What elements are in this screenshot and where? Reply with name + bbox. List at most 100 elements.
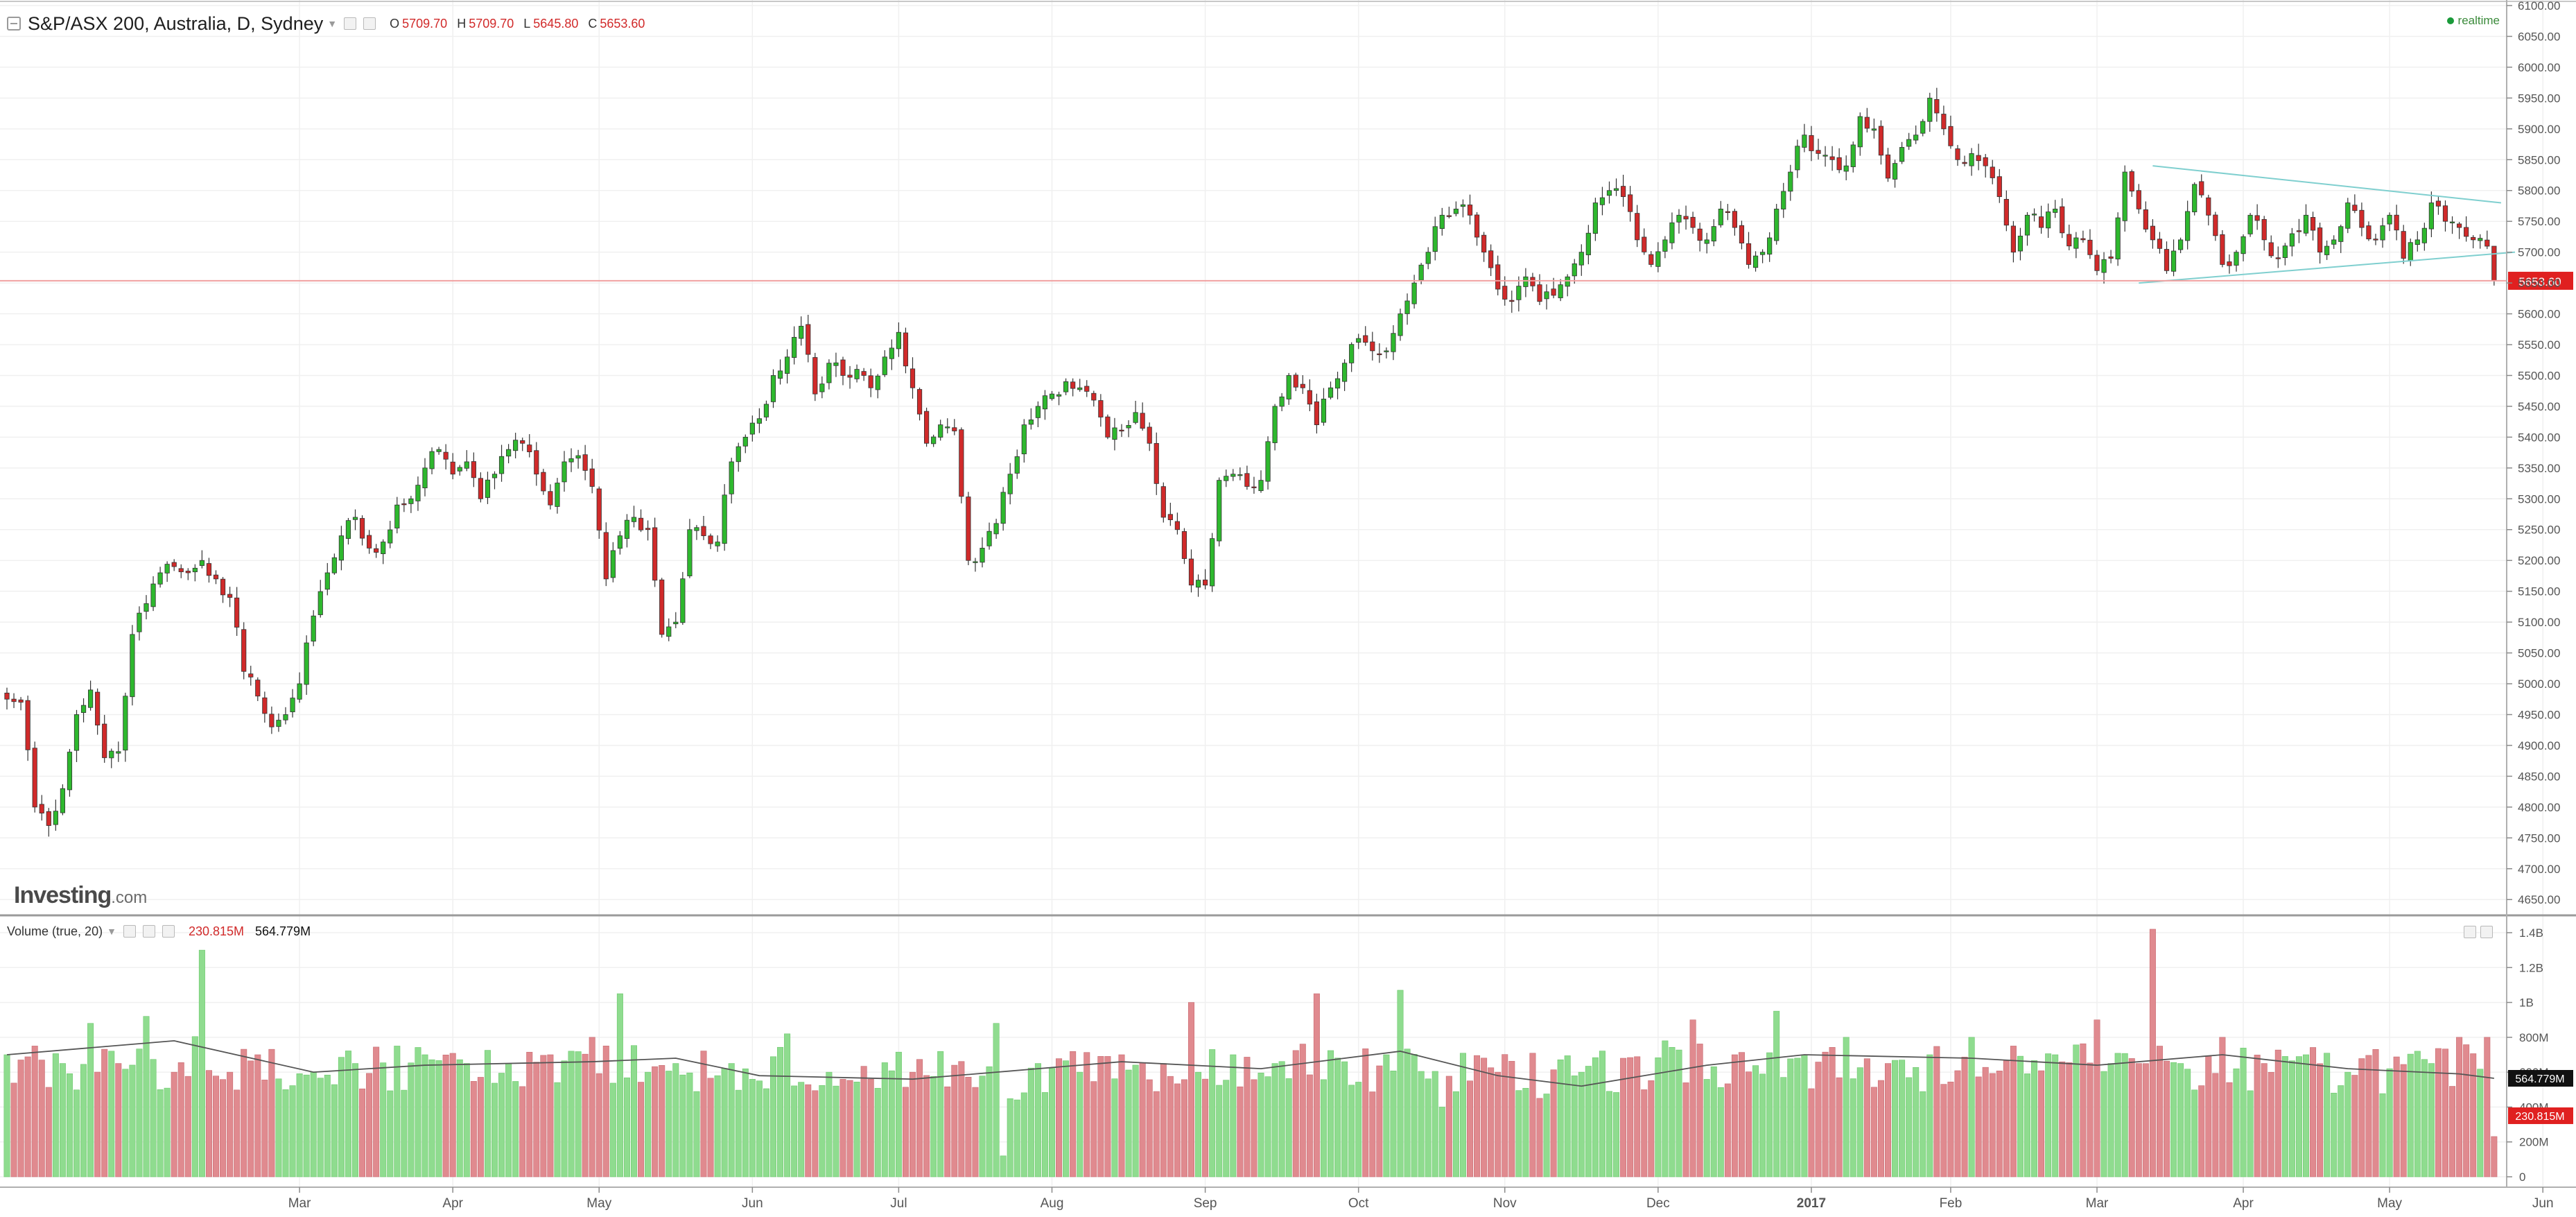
candle-body [18, 699, 24, 703]
volume-bar [2344, 1071, 2351, 1177]
candle-body [2282, 245, 2288, 258]
candle-body [1934, 98, 1940, 114]
candle-body [2073, 237, 2079, 249]
candle-body [2170, 250, 2177, 272]
volume-bar [2059, 1061, 2066, 1177]
candle-body [1809, 135, 1814, 151]
volume-bar [1996, 1071, 2003, 1177]
volume-tick-label: 0 [2519, 1171, 2525, 1184]
volume-bar [700, 1051, 707, 1177]
volume-bar [1829, 1047, 1836, 1177]
hide-icon[interactable] [142, 925, 155, 938]
candle-body [1237, 474, 1243, 476]
candle [345, 517, 351, 545]
close-icon[interactable] [162, 925, 175, 938]
volume-bar [777, 1046, 784, 1177]
candle-body [178, 568, 184, 573]
volume-bar [770, 1056, 777, 1177]
volume-bar [2281, 1056, 2288, 1177]
volume-bar [505, 1063, 512, 1177]
candle-body [2261, 218, 2267, 241]
candle-body [498, 456, 505, 474]
volume-bar [1759, 1073, 1766, 1177]
volume-bar [1627, 1057, 1634, 1177]
candle [1648, 251, 1654, 268]
candle [1578, 244, 1584, 276]
volume-bar [2414, 1051, 2421, 1177]
candle-body [882, 356, 887, 375]
candle [290, 689, 295, 718]
candle [589, 458, 595, 494]
volume-bar [2358, 1058, 2365, 1177]
candle [1188, 549, 1194, 593]
volume-bar [672, 1063, 679, 1177]
volume-tick-label: 1B [2519, 996, 2534, 1010]
candle [457, 465, 462, 476]
time-tick-label: Mar [2086, 1196, 2109, 1211]
volume-bar [1153, 1091, 1160, 1177]
candle [1606, 181, 1612, 204]
candle [2296, 218, 2302, 243]
candle-body [491, 474, 498, 478]
candle [46, 808, 51, 837]
candle-body [945, 426, 950, 429]
volume-bar [2379, 1093, 2386, 1177]
candle-body [1502, 286, 1508, 300]
volume-bar [902, 1087, 909, 1177]
volume-bar [1299, 1044, 1306, 1177]
move-down-icon[interactable] [2480, 926, 2493, 938]
candle-body [1759, 252, 1766, 255]
volume-bar [143, 1016, 150, 1177]
candle [2122, 165, 2127, 232]
candle [2206, 194, 2211, 226]
price-tick-label: 4800.00 [2518, 801, 2560, 814]
settings-icon[interactable] [123, 925, 136, 938]
candle-body [304, 642, 309, 685]
candle-body [1899, 147, 1905, 162]
candle-body [1377, 353, 1382, 356]
candle-body [1300, 383, 1305, 388]
volume-bar [52, 1053, 59, 1177]
volume-bar [526, 1051, 533, 1177]
collapse-icon[interactable] [7, 17, 21, 31]
candle-body [2414, 239, 2420, 245]
volume-bar [10, 1082, 17, 1177]
candle [1265, 436, 1271, 490]
candle [1829, 146, 1835, 171]
candle [4, 687, 10, 710]
candle-body [1739, 225, 1745, 243]
symbol-title[interactable]: S&P/ASX 200, Australia, D, Sydney [28, 12, 324, 34]
candle-body [185, 571, 191, 573]
volume-bar [2442, 1048, 2449, 1177]
price-tick-label: 5100.00 [2518, 616, 2560, 629]
volume-bar [1063, 1060, 1070, 1177]
candle [910, 357, 916, 399]
hide-icon[interactable] [363, 17, 376, 30]
candle [2136, 184, 2141, 214]
settings-icon[interactable] [344, 17, 357, 30]
volume-bar [1502, 1054, 1508, 1177]
candle [2261, 216, 2267, 251]
candle-body [826, 363, 832, 383]
chevron-down-icon[interactable]: ▼ [107, 926, 116, 937]
chevron-down-icon[interactable]: ▼ [327, 18, 338, 29]
candle [2456, 222, 2462, 239]
time-tick-label: Oct [1348, 1196, 1369, 1211]
candle [840, 356, 846, 386]
candle [1210, 533, 1215, 592]
price-tick-label: 5000.00 [2518, 677, 2560, 691]
move-up-icon[interactable] [2464, 926, 2476, 938]
candle-body [1224, 476, 1229, 481]
candle [1941, 105, 1947, 135]
volume-title[interactable]: Volume (true, 20) [7, 924, 103, 938]
volume-bar [317, 1078, 324, 1177]
volume-bar [108, 1051, 115, 1177]
candle [1195, 574, 1201, 597]
volume-bar [1696, 1044, 1703, 1177]
candle [945, 418, 950, 433]
candle-body [799, 325, 804, 339]
candle [506, 444, 512, 464]
candle [568, 448, 574, 472]
price-tick-label: 5550.00 [2518, 338, 2560, 352]
